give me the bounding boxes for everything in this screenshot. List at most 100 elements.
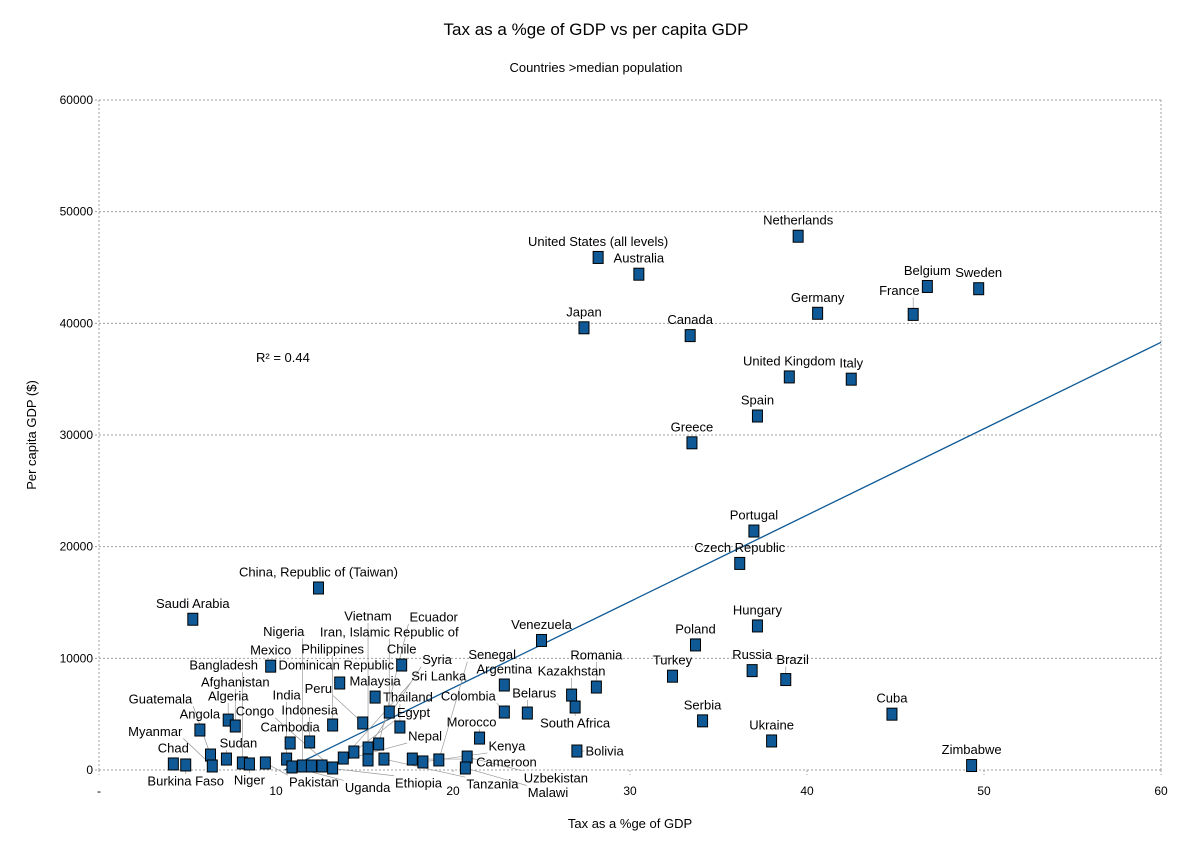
data-label: Zimbabwe (942, 742, 1002, 757)
data-point (383, 705, 395, 719)
data-point (686, 436, 698, 450)
data-label: Dominican Republic (278, 658, 394, 673)
data-point (973, 282, 985, 296)
x-axis-label: Tax as a %ge of GDP (568, 816, 692, 831)
point-labels: United States (all levels) Australia Nethe… (128, 213, 1002, 800)
data-label: Indonesia (281, 702, 338, 717)
data-label: Thailand (383, 690, 433, 705)
data-label: Chile (387, 642, 417, 657)
data-label: Iran, Islamic Republic of (320, 625, 459, 640)
chart-subtitle: Countries >median population (509, 60, 682, 75)
data-point (167, 757, 179, 771)
data-label: Chad (158, 740, 189, 755)
data-points (167, 229, 985, 775)
data-label: Uganda (345, 780, 391, 795)
data-label: Bangladesh (189, 658, 258, 673)
data-point (312, 581, 324, 595)
data-point (220, 752, 232, 766)
data-point (459, 761, 471, 775)
data-point (284, 736, 296, 750)
data-label: Mexico (250, 643, 291, 658)
data-point (569, 700, 581, 714)
data-point (243, 757, 255, 771)
data-label: Belgium (904, 263, 951, 278)
data-label: Cuba (876, 691, 908, 706)
data-label: Italy (839, 356, 863, 371)
data-label: Senegal (468, 647, 516, 662)
data-point (396, 658, 408, 672)
data-label: Greece (671, 419, 714, 434)
data-label: Kenya (488, 738, 526, 753)
data-point (697, 714, 709, 728)
data-label: Guatemala (129, 692, 193, 707)
data-label: Pakistan (289, 775, 339, 790)
data-label: Cambodia (261, 719, 321, 734)
data-label: South Africa (540, 716, 611, 731)
data-label: Poland (675, 621, 715, 636)
data-label: Egypt (397, 705, 431, 720)
label-leader-line (353, 719, 397, 753)
data-point (748, 524, 760, 538)
data-point (180, 758, 192, 772)
data-point (406, 752, 418, 766)
y-axis-label: Per capita GDP ($) (24, 380, 39, 490)
data-label: Sri Lanka (411, 669, 467, 684)
data-label: Congo (236, 703, 274, 718)
data-label: Czech Republic (694, 540, 786, 555)
data-point (521, 706, 533, 720)
data-label: Algeria (208, 689, 249, 704)
data-point (633, 267, 645, 281)
data-label: Syria (422, 652, 452, 667)
data-label: Germany (791, 290, 845, 305)
data-label: Brazil (776, 652, 809, 667)
data-label: Russia (732, 647, 773, 662)
data-label: Uzbekistan (524, 770, 588, 785)
data-label: United Kingdom (743, 353, 836, 368)
data-point (265, 659, 277, 673)
data-point (229, 719, 241, 733)
data-label: Angola (180, 707, 221, 722)
x-tick-label: 40 (800, 784, 814, 798)
data-label: Argentina (477, 662, 533, 677)
data-point (316, 759, 328, 773)
data-point (921, 279, 933, 293)
label-leader-line (378, 623, 409, 745)
data-label: Spain (741, 393, 774, 408)
data-point (378, 752, 390, 766)
data-point (362, 753, 374, 767)
data-point (206, 759, 218, 773)
label-leader-line (438, 661, 468, 761)
data-point (684, 329, 696, 343)
data-point (369, 690, 381, 704)
data-label: Hungary (733, 602, 783, 617)
data-point (334, 676, 346, 690)
data-point (689, 638, 701, 652)
data-label: Ecuador (409, 609, 458, 624)
data-point (194, 723, 206, 737)
data-point (357, 716, 369, 730)
data-label: Bolivia (585, 744, 624, 759)
label-leader-line (465, 767, 527, 786)
data-point (327, 718, 339, 732)
y-tick-label: 40000 (60, 316, 94, 330)
data-point (766, 734, 778, 748)
data-label: Myanmar (128, 724, 183, 739)
data-label: Canada (667, 312, 713, 327)
data-label: Philippines (301, 641, 364, 656)
x-tick-label: 30 (623, 784, 637, 798)
data-point (751, 619, 763, 633)
data-point (362, 741, 374, 755)
data-point (373, 737, 385, 751)
data-point (845, 372, 857, 386)
x-tick-label: 20 (446, 784, 460, 798)
data-point (461, 750, 473, 764)
data-label: Sudan (220, 736, 258, 751)
data-point (886, 707, 898, 721)
label-leader-line (467, 756, 523, 772)
y-tick-label: 10000 (60, 651, 94, 665)
data-label: Serbia (684, 697, 722, 712)
data-label: Tanzania (466, 777, 519, 792)
data-label: China, Republic of (Taiwan) (239, 564, 398, 579)
data-label: Peru (305, 681, 332, 696)
